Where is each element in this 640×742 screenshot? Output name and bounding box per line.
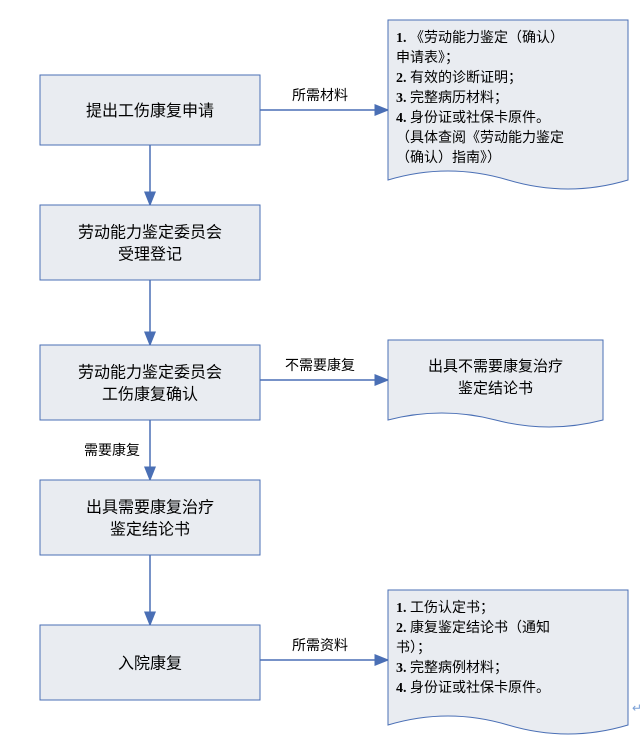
process-box <box>40 205 260 280</box>
process-text: 工伤康复确认 <box>102 386 198 404</box>
document-text: 4. 身份证或社保卡原件。 <box>396 680 550 696</box>
process-text: 受理登记 <box>118 246 182 264</box>
process-text: 出具需要康复治疗 <box>86 499 214 517</box>
flowchart-canvas: 所需材料不需要康复需要康复所需资料提出工伤康复申请劳动能力鉴定委员会受理登记劳动… <box>0 0 640 742</box>
process-box <box>40 480 260 555</box>
document-text: 4. 身份证或社保卡原件。 <box>396 110 550 126</box>
document-text: 1. 工伤认定书； <box>396 600 494 616</box>
return-marker: ↵ <box>632 701 640 715</box>
process-text: 劳动能力鉴定委员会 <box>78 364 222 382</box>
edge-label: 所需材料 <box>292 88 348 104</box>
document-text: 书）； <box>396 640 431 656</box>
document-text: 出具不需要康复治疗 <box>428 357 563 375</box>
document-text: 申请表》； <box>396 50 459 66</box>
document-text: 3. 完整病例材料； <box>396 660 508 676</box>
process-text: 提出工伤康复申请 <box>86 102 214 120</box>
document-text: （具体查阅《劳动能力鉴定 <box>396 130 564 146</box>
document-text: 2. 康复鉴定结论书（通知 <box>396 619 550 636</box>
edge-label: 不需要康复 <box>285 357 355 374</box>
document-text: （确认）指南》） <box>396 150 501 166</box>
process-text: 劳动能力鉴定委员会 <box>78 224 222 242</box>
document-text: 1. 《劳动能力鉴定（确认） <box>396 30 564 46</box>
process-box <box>40 345 260 420</box>
edge-label: 所需资料 <box>292 638 348 654</box>
document-text: 3. 完整病历材料； <box>396 90 508 106</box>
document-text: 鉴定结论书 <box>458 380 533 397</box>
process-text: 鉴定结论书 <box>110 521 190 539</box>
edge-label: 需要康复 <box>84 442 140 459</box>
process-text: 入院康复 <box>118 655 182 673</box>
document-text: 2. 有效的诊断证明； <box>396 70 522 86</box>
